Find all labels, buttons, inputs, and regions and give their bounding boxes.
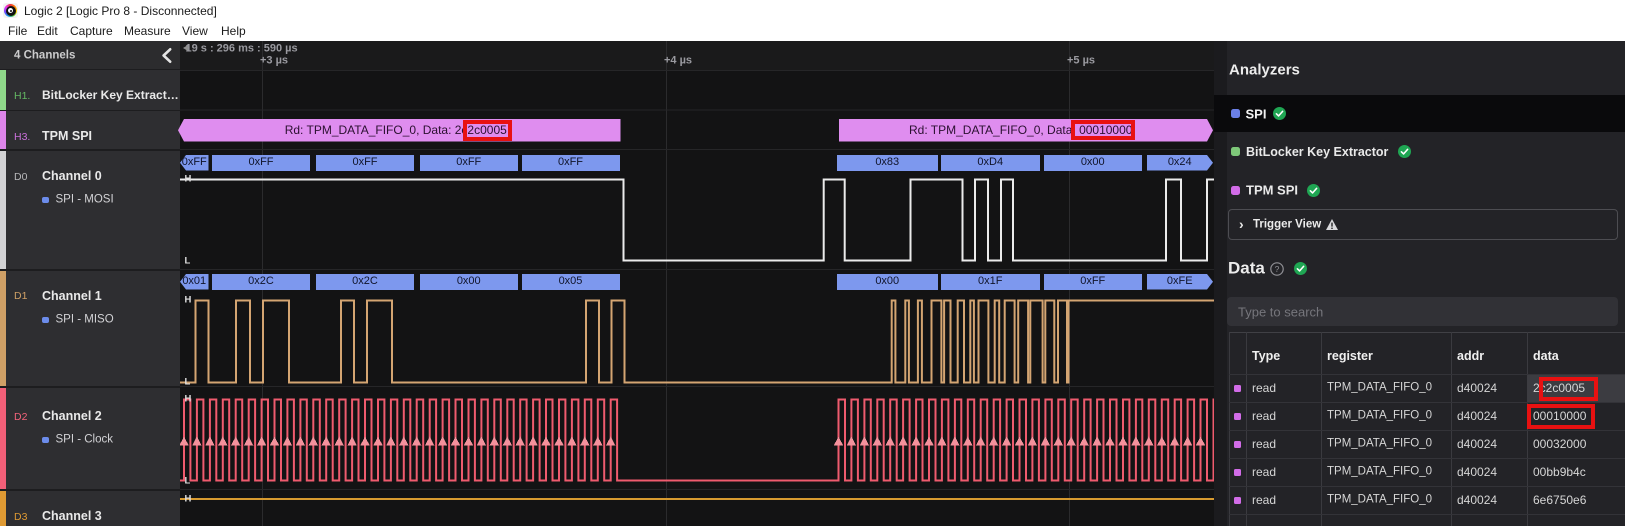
svg-text:?: ?: [1275, 264, 1280, 274]
